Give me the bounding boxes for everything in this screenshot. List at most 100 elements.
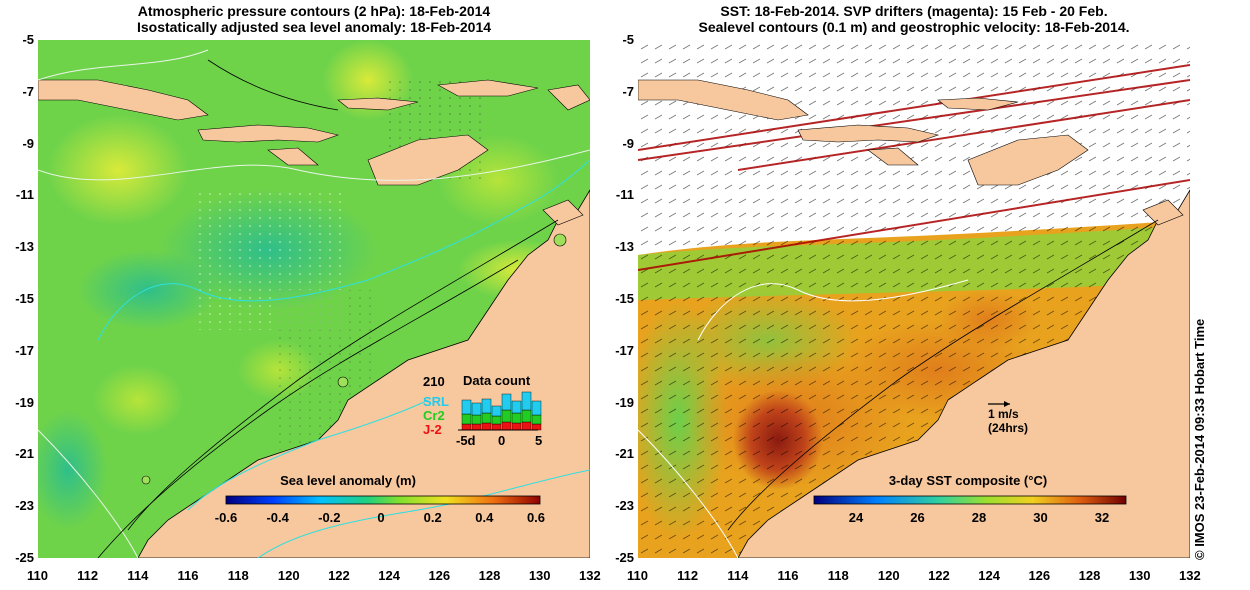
y-tick-label: -7: [22, 83, 34, 99]
australia-land-sst: [737, 189, 1190, 558]
x-tick-label: 122: [328, 568, 350, 583]
histogram-bar: [471, 423, 482, 431]
histogram-bar: [491, 415, 502, 425]
satellite-label-j2: J-2: [423, 422, 442, 437]
histogram-bar: [501, 409, 512, 423]
histogram-bar: [521, 409, 532, 423]
histogram-bar: [521, 391, 532, 411]
y-tick-label: -21: [15, 446, 34, 462]
x-tick-label: 132: [1179, 568, 1201, 583]
left-title-line2: Isostatically adjusted sea level anomaly…: [136, 19, 492, 35]
histogram-bar: [481, 422, 492, 431]
data-count-tick-0: 0: [498, 433, 505, 448]
scale-arrow-sublabel: (24hrs): [988, 421, 1028, 435]
colorbar-tick-label: 0.6: [527, 510, 545, 525]
colorbar-tick-label: 0.4: [475, 510, 494, 525]
histogram-bar: [501, 421, 512, 431]
x-tick-label: 120: [277, 568, 300, 583]
x-tick-label: 122: [928, 568, 950, 583]
colorbar-tick-label: 0: [377, 510, 384, 525]
velocity-scale-arrow: 1 m/s (24hrs): [988, 401, 1028, 435]
histogram-bar: [511, 412, 522, 424]
histogram-bar: [491, 405, 502, 417]
x-tick-label: 114: [127, 568, 149, 583]
x-tick-label: 130: [528, 568, 551, 583]
x-tick-label: 132: [579, 568, 601, 583]
y-tick-label: -9: [22, 135, 34, 151]
y-tick-label: -21: [615, 446, 634, 462]
sla-colorbar-label: Sea level anomaly (m): [280, 473, 416, 488]
x-tick-label: 120: [877, 568, 900, 583]
colorbar-tick-label: -0.4: [266, 510, 289, 525]
scale-arrow-label: 1 m/s: [988, 407, 1019, 421]
x-tick-label: 114: [727, 568, 749, 583]
colorbar-tick-label: 0.2: [424, 510, 442, 525]
histogram-bar: [461, 399, 472, 415]
data-count-inset: 210 Data count SRL Cr2 J-2 -5d 0 5: [423, 373, 542, 448]
y-tick-label: -9: [622, 135, 634, 151]
colorbar-tick-label: 24: [849, 510, 864, 525]
histogram-bar: [501, 393, 512, 411]
histogram-bar: [481, 412, 492, 424]
colorbar-tick-label: -0.2: [318, 510, 340, 525]
histogram-bar: [471, 414, 482, 425]
lesser-sunda-islands: [197, 124, 340, 143]
left-title-line1: Atmospheric pressure contours (2 hPa): 1…: [137, 3, 491, 19]
colorbar-tick-label: 32: [1095, 510, 1109, 525]
x-tick-label: 112: [77, 568, 99, 583]
histogram-bar: [521, 421, 532, 431]
y-tick-label: -17: [15, 342, 34, 358]
y-tick-label: -19: [15, 394, 34, 410]
y-tick-label: -15: [15, 291, 34, 306]
sea-level-anomaly-map: 210 Data count SRL Cr2 J-2 -5d 0 5 Sea l…: [38, 40, 590, 558]
histogram-bar: [461, 423, 472, 431]
y-tick-label: -23: [15, 498, 34, 514]
y-tick-label: -15: [615, 291, 634, 306]
x-tick-label: 126: [1028, 568, 1051, 583]
satellite-label-cr2: Cr2: [423, 408, 445, 423]
y-tick-label: -19: [615, 394, 634, 410]
data-count-histogram: [461, 391, 542, 431]
x-tick-label: 128: [478, 568, 501, 583]
australia-land: [137, 189, 590, 558]
y-tick-label: -25: [615, 550, 634, 565]
sst-map: 1 m/s (24hrs) 3-day SST composite (°C) 2…: [638, 40, 1190, 558]
histogram-bar: [511, 422, 522, 431]
x-tick-label: 124: [378, 568, 400, 583]
imos-credit: © IMOS 23-Feb-2014 09:33 Hobart Time: [1192, 318, 1207, 560]
x-tick-label: 116: [177, 568, 199, 583]
sumba-island: [267, 147, 319, 166]
timor-island: [367, 134, 489, 186]
x-tick-label: 110: [627, 568, 648, 583]
data-count-max-label: 210: [423, 374, 445, 389]
x-tick-label: 116: [777, 568, 799, 583]
sst-colorbar: 3-day SST composite (°C) 24 26 28 30 32: [813, 473, 1127, 525]
colorbar-tick-label: 26: [910, 510, 924, 525]
java-island: [38, 79, 209, 121]
x-tick-label: 126: [428, 568, 451, 583]
y-tick-label: -13: [15, 239, 34, 255]
x-tick-label: 130: [1128, 568, 1151, 583]
histogram-bar: [531, 414, 542, 425]
y-tick-label: -13: [615, 239, 634, 255]
sla-colorbar: Sea level anomaly (m) -0.6 -0.4 -0.2 0 0.2 0.…: [215, 473, 545, 525]
data-count-tick-minus5: -5d: [456, 433, 476, 448]
histogram-bar: [481, 398, 492, 414]
colorbar-tick-label: -0.6: [215, 510, 237, 525]
x-tick-label: 112: [677, 568, 699, 583]
histogram-bar: [531, 400, 542, 416]
y-tick-label: -25: [15, 550, 34, 565]
y-tick-label: -7: [622, 83, 634, 99]
histogram-bar: [511, 400, 522, 414]
x-tick-label: 110: [27, 568, 48, 583]
satellite-label-srl: SRL: [423, 394, 449, 409]
colorbar-tick-label: 28: [972, 510, 986, 525]
colorbar-tick-label: 30: [1033, 510, 1047, 525]
y-tick-label: -17: [615, 342, 634, 358]
y-tick-label: -11: [615, 187, 634, 203]
y-tick-label: -5: [622, 32, 634, 47]
data-count-title: Data count: [463, 373, 531, 388]
data-count-tick-5: 5: [535, 433, 542, 448]
right-title-line2: Sealevel contours (0.1 m) and geostrophi…: [698, 19, 1130, 35]
histogram-bar: [531, 423, 542, 431]
